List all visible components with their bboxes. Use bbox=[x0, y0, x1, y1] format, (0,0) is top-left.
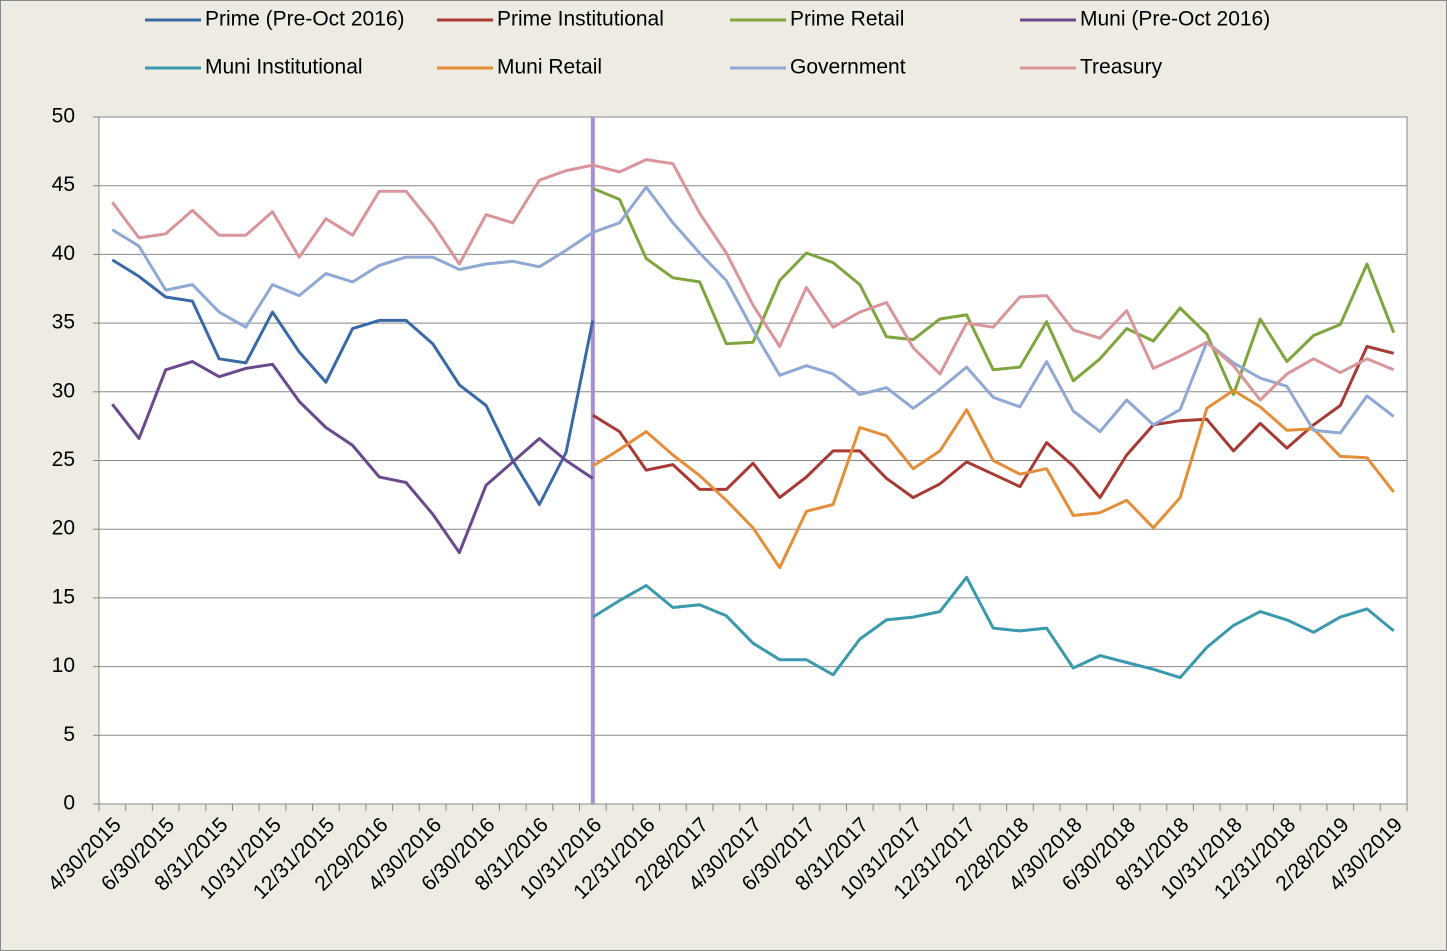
legend-label: Treasury bbox=[1080, 56, 1163, 79]
y-tick-label: 35 bbox=[52, 311, 75, 334]
series-line bbox=[592, 575, 1395, 680]
legend-label: Muni Institutional bbox=[205, 56, 363, 79]
y-tick-label: 10 bbox=[52, 654, 75, 677]
series-line bbox=[111, 158, 1395, 402]
y-tick-label: 45 bbox=[52, 173, 75, 196]
grid bbox=[99, 116, 1407, 805]
legend-label: Prime (Pre-Oct 2016) bbox=[205, 8, 405, 31]
series-line bbox=[111, 185, 1395, 435]
series-line bbox=[592, 187, 1396, 396]
legend: Prime (Pre-Oct 2016) Prime Institutional P… bbox=[145, 8, 1270, 79]
series-line bbox=[111, 360, 594, 555]
y-tick-label: 0 bbox=[63, 792, 75, 815]
lines bbox=[111, 117, 1396, 804]
series-line bbox=[592, 345, 1395, 500]
y-tick-label: 25 bbox=[52, 448, 75, 471]
legend-label: Government bbox=[790, 56, 906, 79]
y-tick-label: 50 bbox=[52, 105, 75, 128]
y-tick-label: 20 bbox=[52, 517, 75, 540]
legend-label: Muni (Pre-Oct 2016) bbox=[1080, 8, 1270, 31]
y-tick-label: 5 bbox=[63, 723, 75, 746]
y-tick-label: 15 bbox=[52, 585, 75, 608]
y-tick-label: 40 bbox=[52, 242, 75, 265]
y-tick-label: 30 bbox=[52, 379, 75, 402]
series-line bbox=[592, 388, 1395, 570]
legend-label: Muni Retail bbox=[497, 56, 602, 79]
legend-label: Prime Institutional bbox=[497, 8, 664, 31]
legend-label: Prime Retail bbox=[790, 8, 904, 31]
